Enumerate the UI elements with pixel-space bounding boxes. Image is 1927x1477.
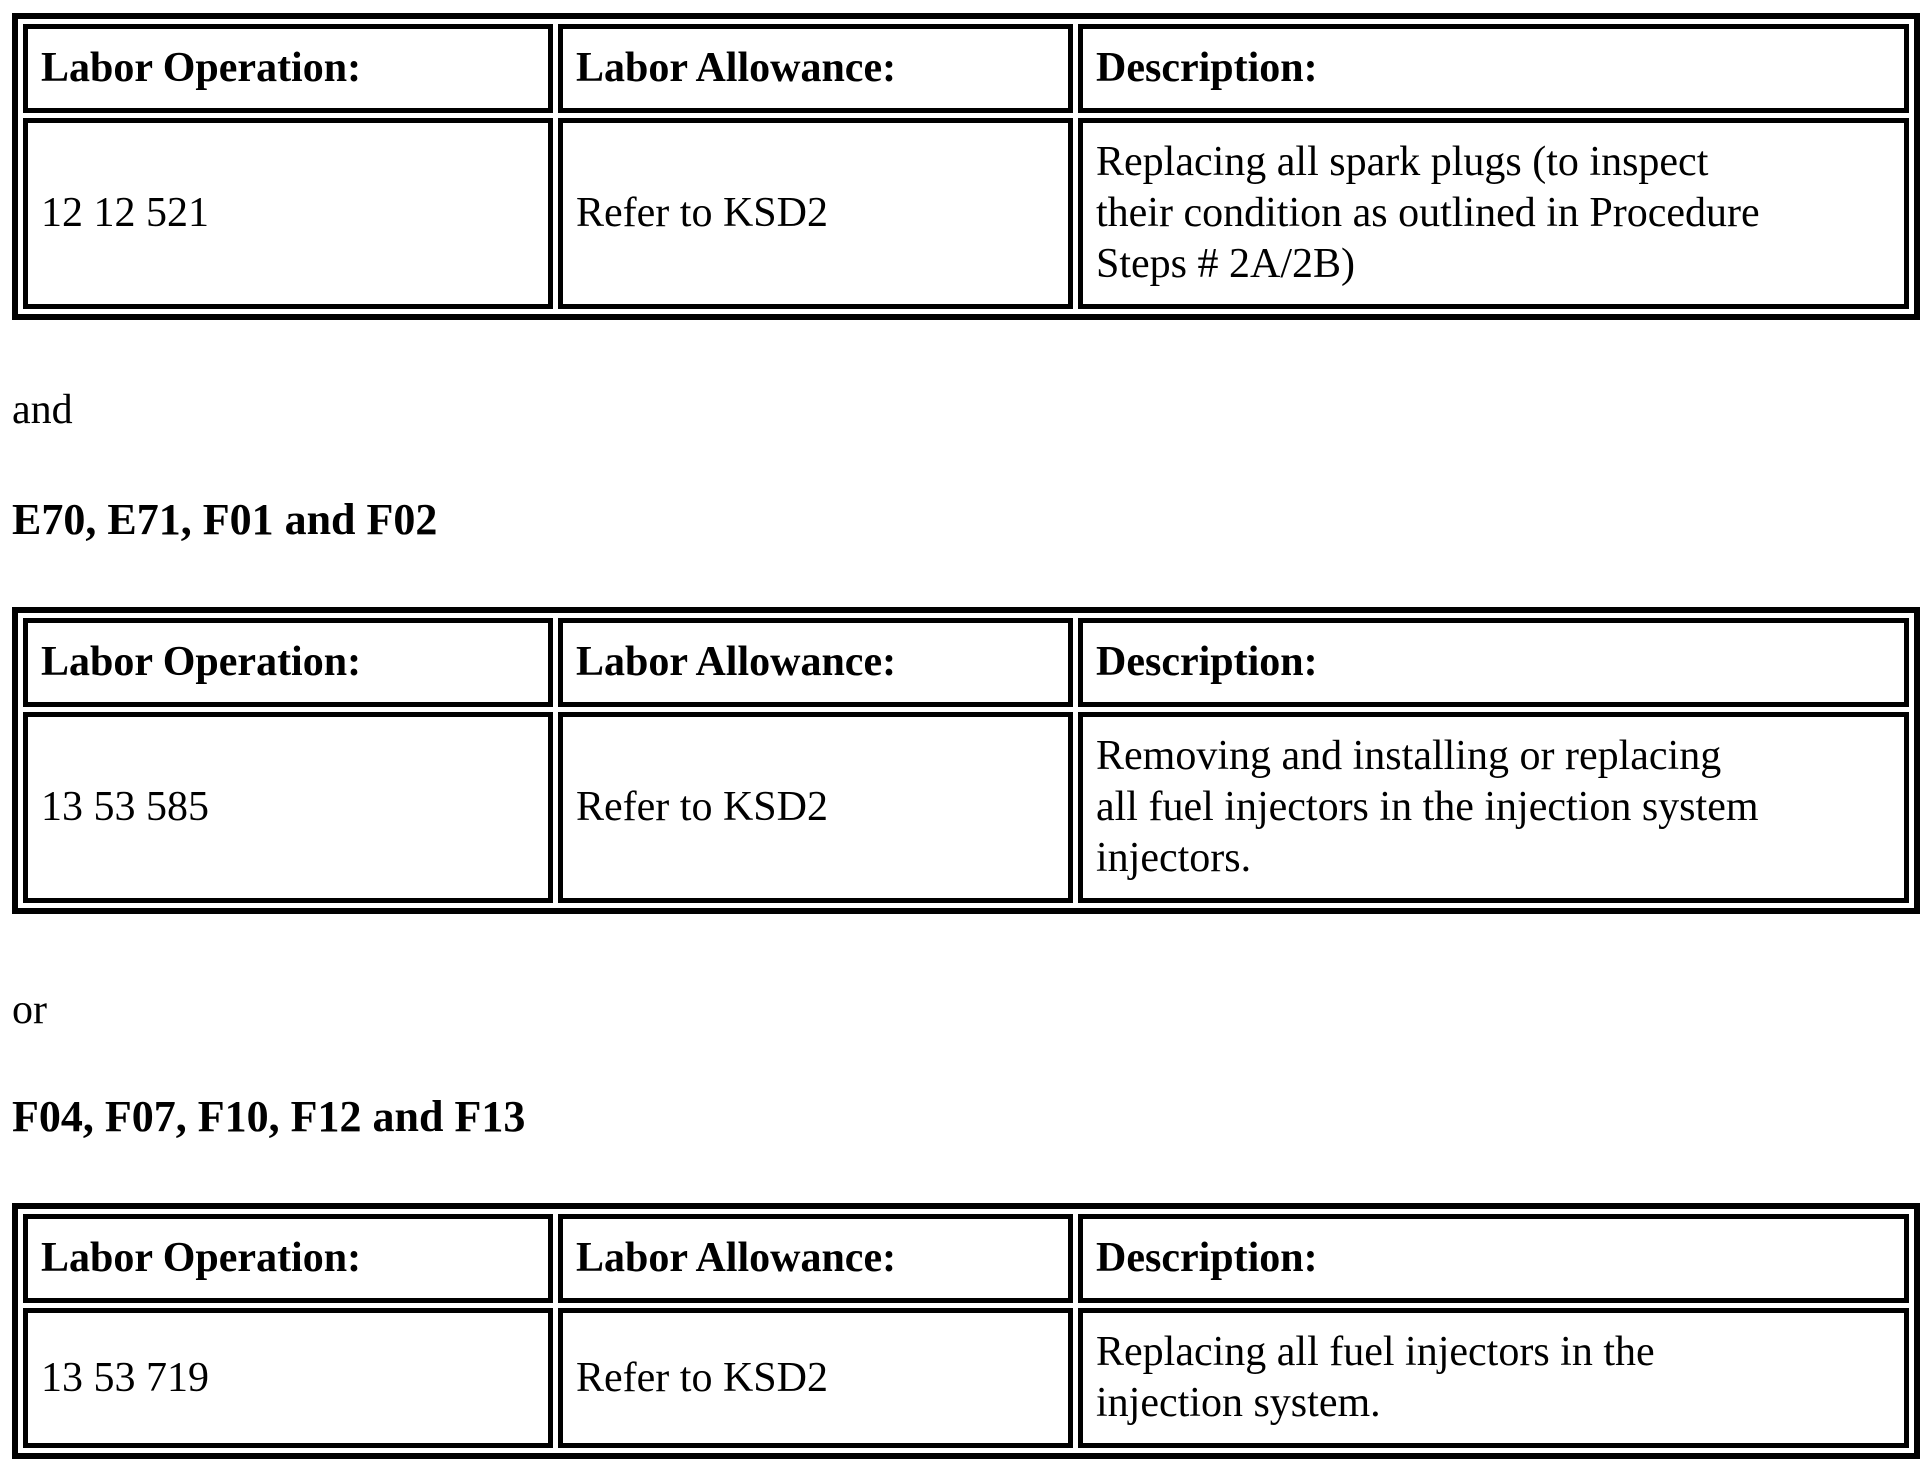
- header-description: Description:: [1078, 618, 1909, 707]
- model-group-heading-1: E70, E71, F01 and F02: [12, 495, 438, 544]
- header-labor-allowance: Labor Allowance:: [558, 24, 1073, 113]
- table-header-row: Labor Operation: Labor Allowance: Descri…: [23, 618, 1909, 707]
- labor-allowance-value: Refer to KSD2: [558, 712, 1073, 903]
- header-labor-operation: Labor Operation:: [23, 1214, 553, 1303]
- header-description: Description:: [1078, 24, 1909, 113]
- model-group-heading-2: F04, F07, F10, F12 and F13: [12, 1092, 526, 1141]
- connector-and: and: [12, 387, 73, 433]
- table-header-row: Labor Operation: Labor Allowance: Descri…: [23, 24, 1909, 113]
- header-labor-allowance: Labor Allowance:: [558, 618, 1073, 707]
- header-labor-operation: Labor Operation:: [23, 24, 553, 113]
- labor-table-fuel-injectors-replace: Labor Operation: Labor Allowance: Descri…: [12, 1203, 1920, 1459]
- description-value: Replacing all spark plugs (to inspect th…: [1078, 118, 1909, 309]
- header-description: Description:: [1078, 1214, 1909, 1303]
- description-value: Replacing all fuel injectors in the inje…: [1078, 1308, 1909, 1448]
- labor-table-fuel-injectors-ri: Labor Operation: Labor Allowance: Descri…: [12, 607, 1920, 914]
- table-row: 12 12 521 Refer to KSD2 Replacing all sp…: [23, 118, 1909, 309]
- header-labor-operation: Labor Operation:: [23, 618, 553, 707]
- labor-operation-value: 13 53 585: [23, 712, 553, 903]
- connector-or: or: [12, 987, 47, 1033]
- header-labor-allowance: Labor Allowance:: [558, 1214, 1073, 1303]
- table-row: 13 53 585 Refer to KSD2 Removing and ins…: [23, 712, 1909, 903]
- labor-operation-value: 12 12 521: [23, 118, 553, 309]
- table-header-row: Labor Operation: Labor Allowance: Descri…: [23, 1214, 1909, 1303]
- labor-allowance-value: Refer to KSD2: [558, 118, 1073, 309]
- labor-allowance-value: Refer to KSD2: [558, 1308, 1073, 1448]
- labor-table-spark-plugs: Labor Operation: Labor Allowance: Descri…: [12, 13, 1920, 320]
- labor-operation-value: 13 53 719: [23, 1308, 553, 1448]
- description-value: Removing and installing or replacing all…: [1078, 712, 1909, 903]
- table-row: 13 53 719 Refer to KSD2 Replacing all fu…: [23, 1308, 1909, 1448]
